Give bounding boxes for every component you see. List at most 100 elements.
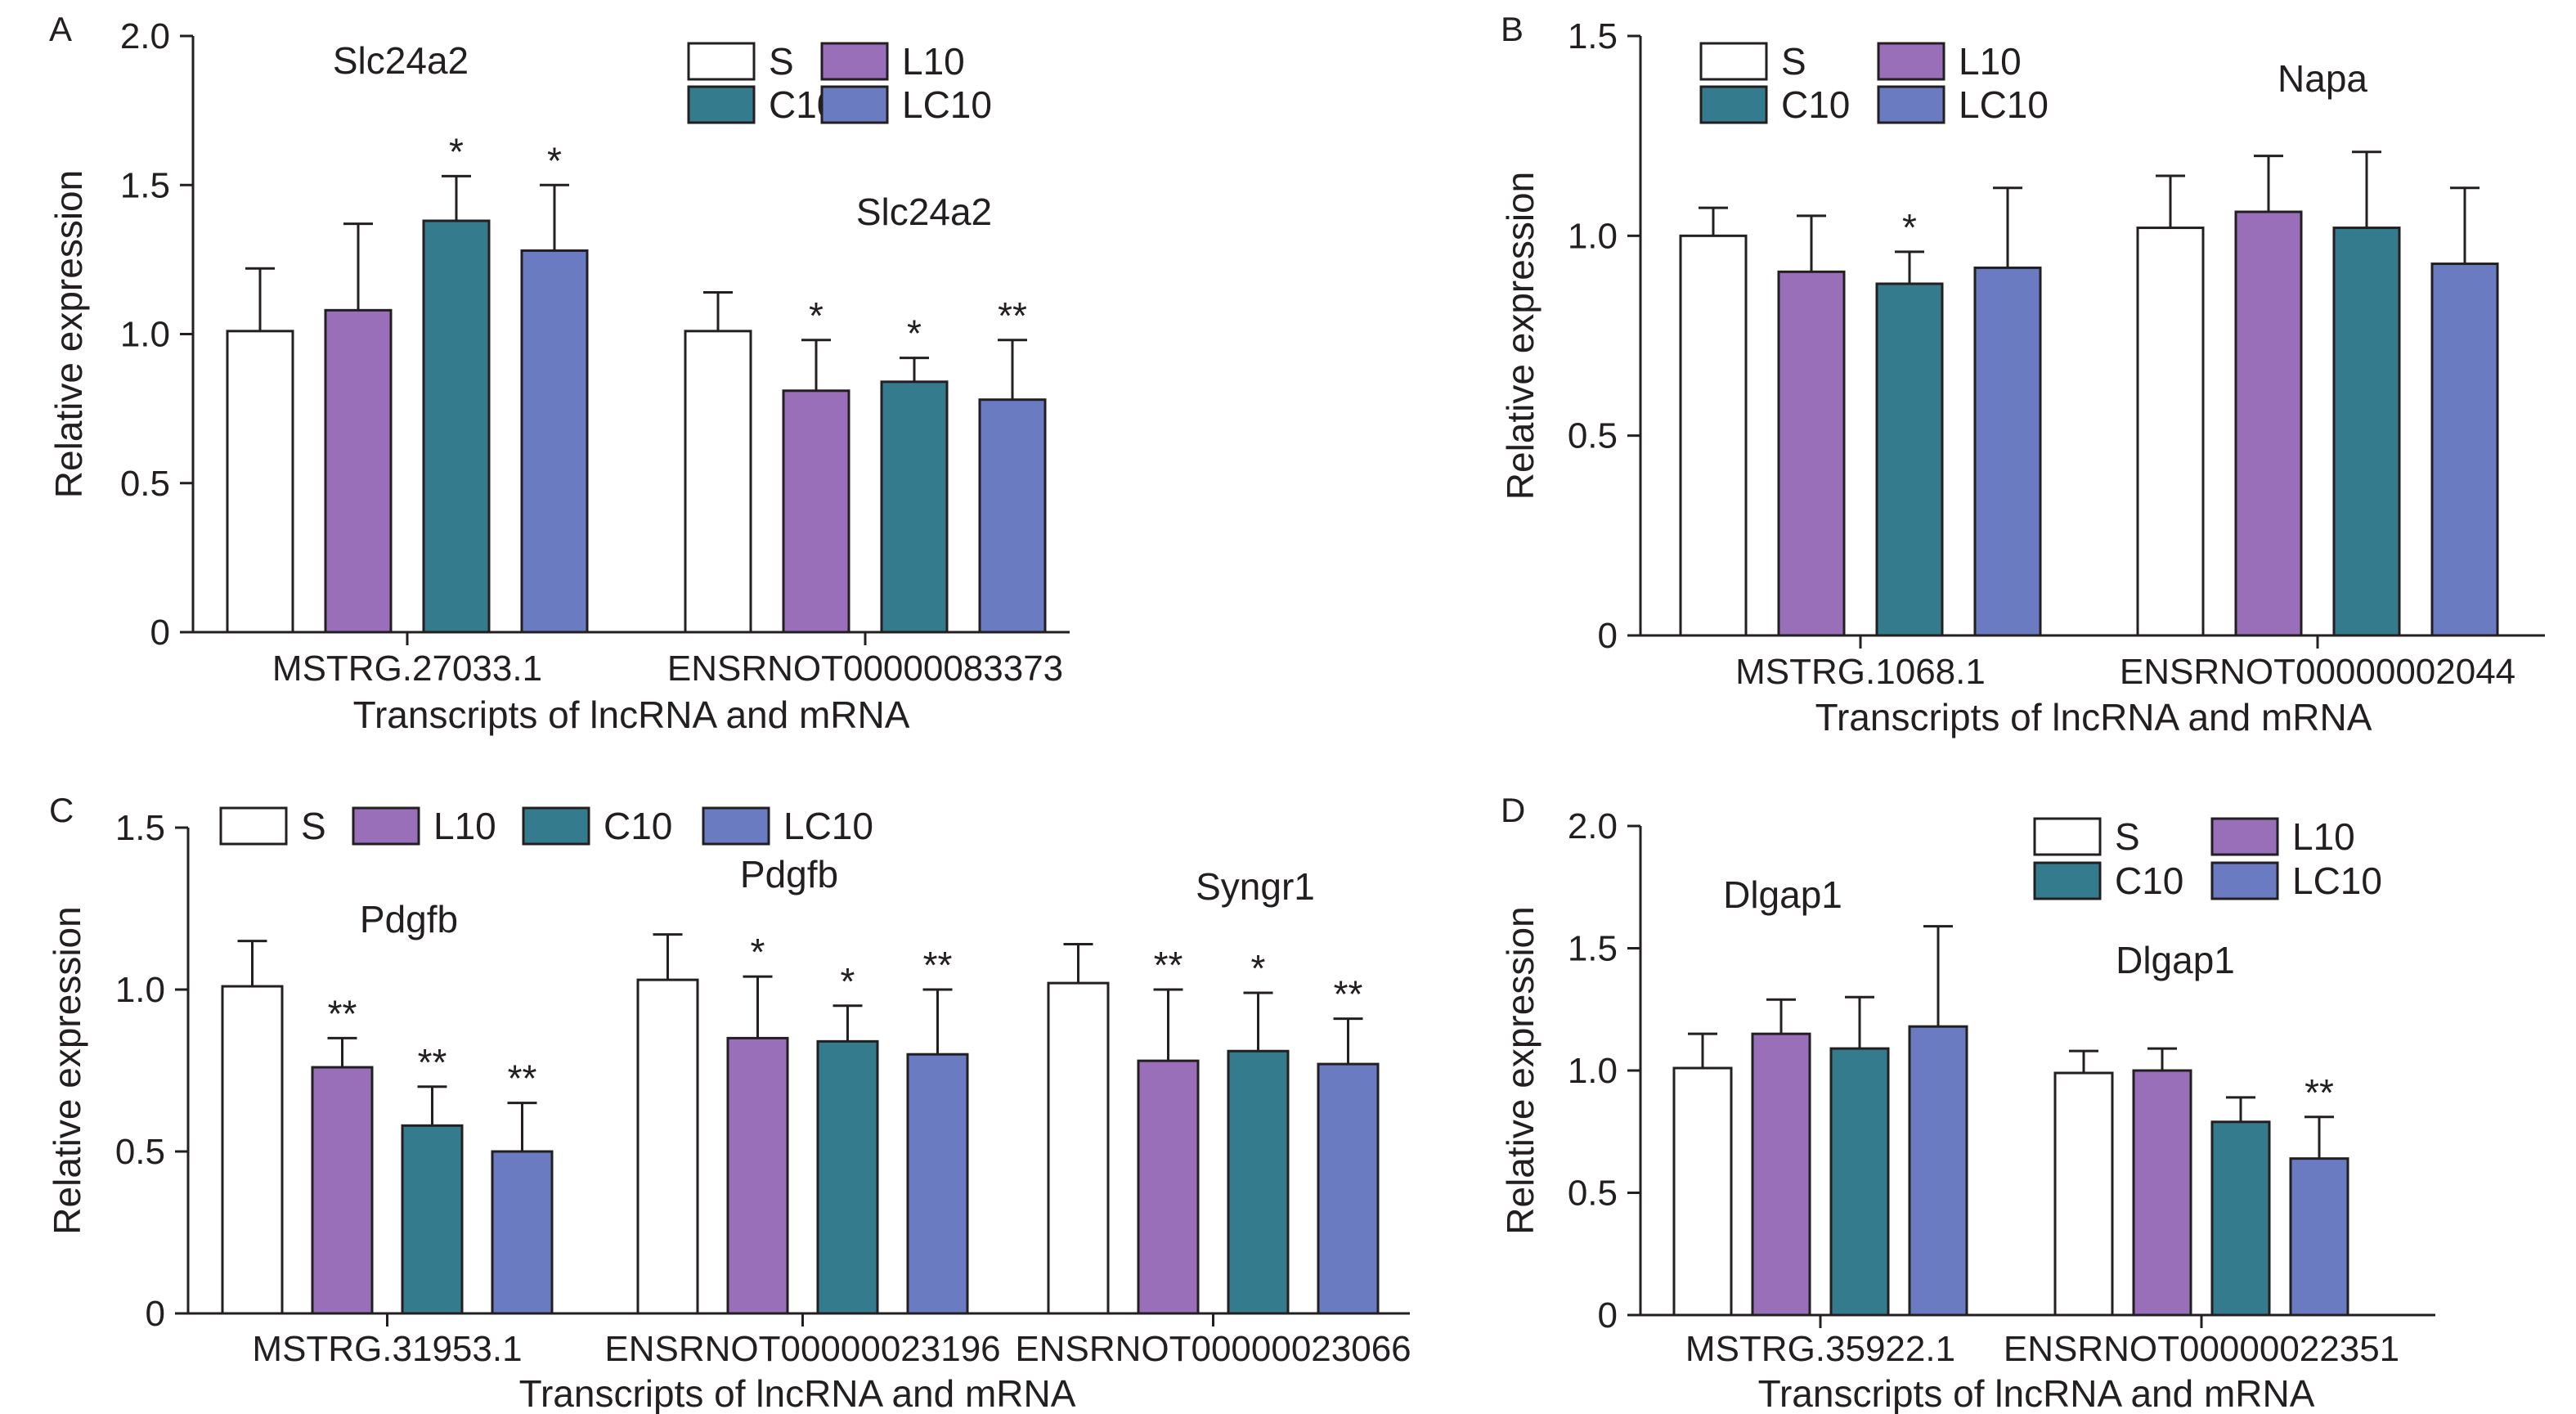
gene-label: Dlgap1 [2116,939,2235,981]
legend-swatch-lc10 [2210,861,2279,900]
legend-swatch-l10 [2210,817,2279,856]
bar-c10 [2210,1120,2271,1317]
x-category-label: MSTRG.31953.1 [252,1329,522,1369]
bar-c10 [1875,282,1944,637]
legend-label-c10: C10 [1781,83,1850,126]
bar-lc10 [978,398,1047,634]
y-tick-label: 0.5 [115,1132,165,1172]
panel-letter: C [49,791,74,829]
bar-l10 [311,1066,374,1315]
y-tick-label: 0.5 [1568,416,1618,456]
gene-label: Napa [2278,57,2367,100]
y-tick-label: 1.5 [115,808,165,848]
legend-label-s: S [1781,40,1806,83]
significance-marker: ** [998,294,1027,337]
legend-swatch-s [687,42,756,81]
significance-marker: ** [923,944,953,986]
legend-swatch-lc10 [1877,85,1945,124]
legend-label-s: S [2115,815,2140,858]
panel-D: D 0 0.5 1.0 1.5 2.0 Relative expression MSTRG.3… [1499,791,2435,1414]
legend-label-c10: C10 [604,805,672,847]
significance-marker: * [449,130,464,173]
y-tick-label: 1.0 [120,315,170,355]
x-category-label: ENSRNOT00000002044 [2120,652,2515,692]
y-tick-label: 2.0 [1568,806,1618,846]
legend-label-lc10: LC10 [783,805,873,847]
y-axis-label: Relative expression [46,906,88,1234]
legend-swatch-s [1699,42,1768,81]
y-tick-label: 1.0 [1568,1051,1618,1091]
y-tick-label: 1.0 [1568,216,1618,256]
panel-letter: B [1501,10,1524,48]
y-tick-label: 1.0 [115,970,165,1010]
bar-lc10 [491,1150,554,1315]
legend-label-s: S [301,805,326,847]
y-axis-label: Relative expression [1499,172,1542,500]
significance-marker: * [1251,947,1266,990]
bar-l10 [324,308,393,634]
bar-c10 [816,1039,879,1315]
y-tick-label: 0 [1598,1295,1618,1335]
significance-marker: * [841,960,855,1003]
gene-label: Slc24a2 [333,39,469,82]
gene-label: Pdgfb [360,898,458,940]
bar-l10 [1751,1032,1811,1317]
bar-s [226,330,294,634]
significance-marker: * [809,294,824,337]
legend-swatch-s [219,806,288,846]
bar-s [2053,1071,2114,1317]
significance-marker: ** [2304,1071,2334,1114]
bar-lc10 [1973,266,2042,637]
significance-marker: * [1902,206,1917,249]
bar-lc10 [520,249,589,634]
significance-marker: ** [418,1041,447,1084]
y-axis-label: Relative expression [1499,906,1542,1234]
bar-l10 [782,389,850,634]
bar-l10 [2234,210,2303,637]
bar-l10 [1137,1059,1200,1315]
x-category-label: ENSRNOT00000023066 [1015,1329,1411,1369]
y-tick-label: 1.5 [1568,16,1618,56]
y-tick-label: 1.5 [120,165,170,205]
panel-B: B 0 0.5 1.0 1.5 Relative expression * MSTRG.106… [1499,10,2545,738]
bar-c10 [422,219,491,634]
significance-marker: ** [328,992,357,1035]
bar-lc10 [2289,1157,2349,1317]
bar-s [1672,1066,1733,1317]
bar-l10 [2132,1069,2192,1317]
legend-label-l10: L10 [1959,40,2022,83]
legend-swatch-l10 [820,42,889,81]
bar-s [1679,234,1748,637]
bar-s [221,985,284,1315]
y-tick-label: 0 [146,1294,165,1334]
legend-swatch-lc10 [702,806,770,846]
x-category-label: ENSRNOT00000083373 [667,649,1063,689]
x-axis-label: Transcripts of lncRNA and mRNA [1815,696,2372,738]
bar-s [684,330,752,634]
legend-label-l10: L10 [2292,815,2355,858]
bar-c10 [401,1124,464,1315]
bar-s [636,978,699,1315]
y-axis-label: Relative expression [47,170,90,498]
y-tick-label: 2.0 [120,16,170,56]
y-tick-label: 0 [150,613,170,653]
x-category-label: ENSRNOT00000023196 [604,1329,1000,1369]
legend-swatch-c10 [522,806,590,846]
x-category-label: MSTRG.35922.1 [1685,1329,1955,1369]
bar-s [1047,981,1110,1315]
significance-marker: ** [1334,973,1363,1016]
legend-label-l10: L10 [433,805,496,847]
legend-label-lc10: LC10 [2292,860,2382,902]
legend-swatch-l10 [352,806,420,846]
bar-lc10 [906,1053,969,1315]
x-category-label: ENSRNOT00000022351 [2004,1329,2399,1369]
legend-label-s: S [769,40,794,83]
panel-letter: D [1501,791,1525,829]
gene-label: Pdgfb [740,853,838,896]
bar-lc10 [1908,1025,1968,1317]
